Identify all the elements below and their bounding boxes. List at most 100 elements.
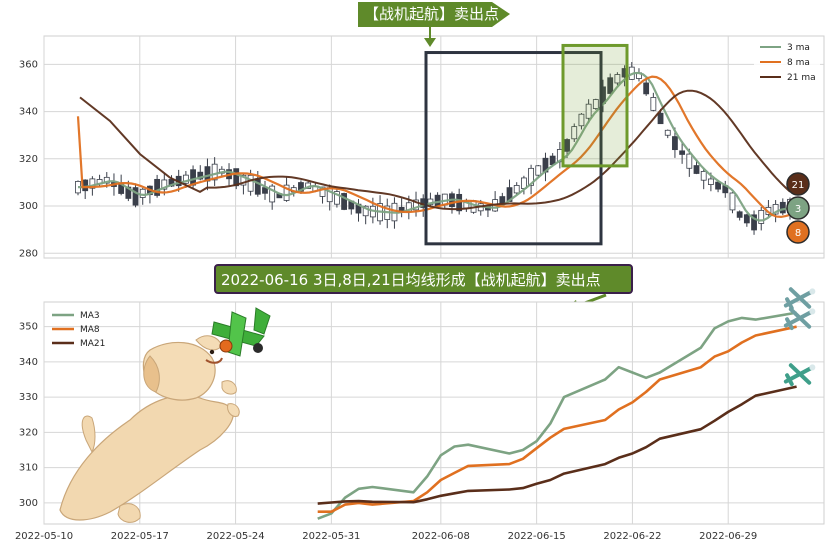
bottom-x-axis: 2022-05-10 2022-05-17 2022-05-24 2022-05-31… [15,531,757,542]
x-tick-label: 2022-05-17 [111,531,169,542]
candle-body [240,174,247,186]
candle-body [657,112,664,125]
x-tick-label: 2022-05-10 [15,531,73,542]
candle-body [362,205,369,217]
top-y-axis: 280 300 320 340 360 [19,59,38,259]
top-chart-panel: 280 300 320 340 360 3 ma 8 ma 21 ma 21 3 8 【… [19,2,825,259]
candle-body [513,185,520,194]
candle-body [707,178,714,185]
candle-body [772,203,779,215]
end-value-badges: 21 3 8 [786,172,810,244]
candle-body [161,179,168,190]
candle-body [283,184,290,201]
x-tick-label: 2022-06-22 [603,531,661,542]
candle-body [211,163,218,181]
x-tick-label: 2022-05-31 [302,531,360,542]
x-tick-label: 2022-05-24 [207,531,265,542]
x-tick-label: 2022-06-29 [699,531,757,542]
top-legend: 3 ma 8 ma 21 ma [754,40,820,84]
series-line-ma3 [317,311,797,520]
candle-body [607,77,614,94]
bottom-y-tick-label: 340 [19,357,38,368]
legend-8ma: 8 ma [787,58,810,68]
top-banner: 【战机起航】卖出点 [358,2,510,47]
candle-body [132,187,139,206]
bottom-legend: MA3 MA8 MA21 [52,311,105,349]
top-y-tick-label: 280 [19,248,38,259]
legend-ma3: MA3 [80,311,100,321]
puppy-illustration [59,335,240,523]
candle-body [729,192,736,211]
candle-body [743,214,750,224]
toy-airplane-icon [211,307,271,357]
candle-body [413,199,419,211]
candle-body [233,168,240,187]
legend-ma8: MA8 [80,325,100,335]
candle-body [89,178,96,189]
candle-body [643,82,650,95]
mid-banner: 2022-06-16 3日,8日,21日均线形成【战机起航】卖出点 [214,264,633,311]
mid-banner-text: 2022-06-16 3日,8日,21日均线形成【战机起航】卖出点 [221,271,601,289]
candle-body [528,167,534,186]
top-y-tick-label: 300 [19,201,38,212]
badge-3: 3 [795,204,801,215]
top-y-tick-label: 360 [19,59,38,70]
candle-body [664,129,671,136]
airplane-icon [783,307,816,331]
candle-body [499,196,506,204]
candle-body [571,126,578,140]
top-ma21-line [79,89,791,211]
candle-body [751,214,757,231]
bottom-y-tick-label: 300 [19,498,38,509]
top-plot-frame [43,35,825,259]
candle-body [614,74,621,84]
badge-8: 8 [795,228,801,239]
candle-body [341,193,348,210]
candle-body [686,153,693,169]
top-y-tick-label: 320 [19,154,38,165]
candle-body [197,171,204,180]
series-line-ma21 [317,385,797,505]
candle-body [592,99,599,109]
airplane-icon [783,363,816,387]
legend-3ma: 3 ma [787,43,810,53]
bottom-y-axis: 300 310 320 330 340 350 [19,322,38,509]
signal-window-box [424,51,603,246]
candle-body [269,185,276,203]
top-banner-text: 【战机起航】卖出点 [364,5,499,23]
arrow-down-icon [424,38,436,47]
candle-body [679,150,686,155]
candle-body [139,188,146,198]
candle-body [535,165,542,176]
candle-body [247,174,254,192]
top-moving-averages [76,71,791,222]
bottom-y-tick-label: 350 [19,322,38,333]
legend-ma21: MA21 [80,339,105,349]
candle-body [736,211,743,218]
badge-21: 21 [792,180,805,191]
sell-zone-box [561,43,629,168]
top-highlight-regions [424,43,629,246]
candle-body [578,113,585,127]
x-tick-label: 2022-06-15 [508,531,566,542]
top-y-tick-label: 340 [19,107,38,118]
candle-body [672,136,678,151]
bottom-y-tick-label: 330 [19,392,38,403]
candle-body [334,191,340,205]
candle-body [585,103,592,119]
bottom-y-tick-label: 310 [19,463,38,474]
candle-body [693,165,700,174]
candle-body [650,97,657,111]
legend-21ma: 21 ma [787,73,816,83]
candle-body [182,174,189,184]
series-line-ma8 [317,325,797,513]
x-tick-label: 2022-06-08 [412,531,470,542]
candle-body [700,171,707,181]
candle-body [564,139,570,152]
candle-body [758,209,765,224]
bottom-ma-lines [317,311,797,520]
bottom-y-tick-label: 320 [19,427,38,438]
top-ma3-line [78,71,791,222]
